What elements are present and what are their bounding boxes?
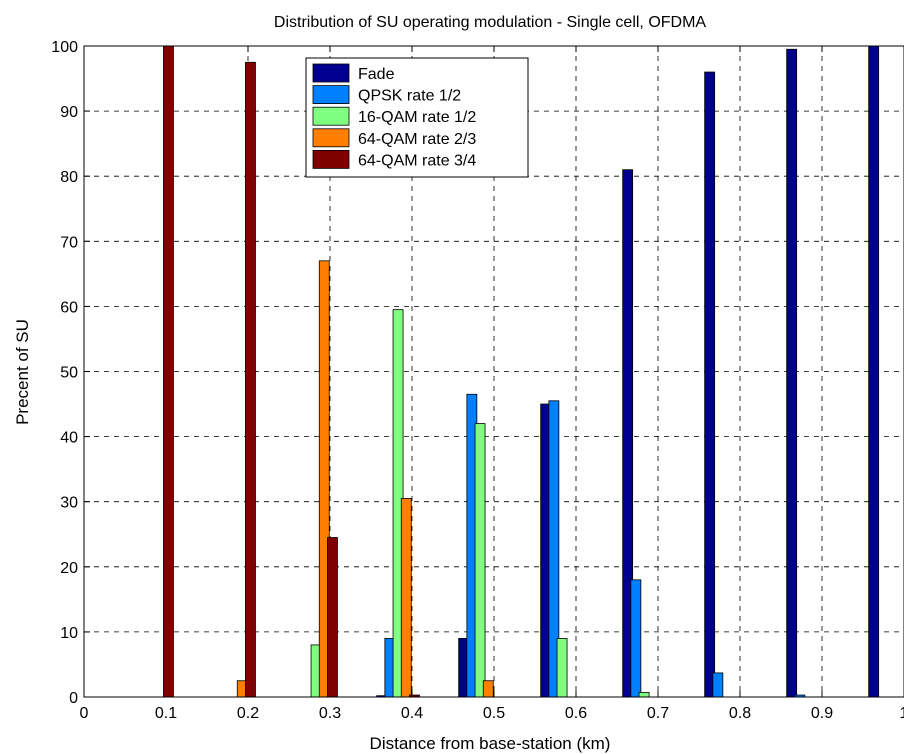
bar-qpsk-rate-1-2 [630, 579, 642, 698]
y-tick-label: 40 [60, 430, 78, 447]
bar-64-qam-rate-2-3 [482, 680, 494, 698]
legend-label: 64-QAM rate 2/3 [358, 131, 476, 148]
x-tick-label: 0.8 [729, 705, 751, 722]
plot-frame [83, 45, 904, 698]
x-tick-label: 0.3 [319, 705, 341, 722]
y-tick-label: 60 [60, 299, 78, 316]
x-tick-label: 0 [80, 705, 89, 722]
y-axis-label: Precent of SU [13, 319, 32, 425]
x-axis-label: Distance from base-station (km) [370, 734, 611, 753]
legend-label: Fade [358, 66, 395, 83]
x-tick-label: 0.9 [811, 705, 833, 722]
y-tick-label: 0 [69, 690, 78, 707]
bar-64-qam-rate-2-3 [400, 498, 412, 698]
y-tick-label: 100 [51, 39, 78, 56]
y-tick-label: 20 [60, 560, 78, 577]
x-tick-label: 0.4 [401, 705, 423, 722]
y-tick-labels: 0 10 20 30 40 50 60 70 80 90 100 [51, 39, 78, 707]
legend-label: QPSK rate 1/2 [358, 88, 461, 105]
x-tick-label: 0.6 [565, 705, 587, 722]
bar-64-qam-rate-3-4 [245, 61, 256, 698]
legend-swatch [312, 85, 350, 104]
y-tick-label: 10 [60, 625, 78, 642]
bar-qpsk-rate-1-2 [712, 672, 724, 698]
x-tick-labels: 0 0.1 0.2 0.3 0.4 0.5 0.6 0.7 0.8 0.9 1 [80, 705, 904, 722]
bar-64-qam-rate-3-4 [327, 537, 338, 698]
x-tick-label: 1 [900, 705, 904, 722]
chart-title: Distribution of SU operating modulation … [274, 14, 707, 31]
bar-16-qam-rate-1-2 [638, 692, 650, 698]
y-tick-label: 80 [60, 169, 78, 186]
bar-fade [704, 71, 716, 698]
bar-fade [868, 45, 880, 698]
bar-16-qam-rate-1-2 [556, 638, 568, 698]
bar-64-qam-rate-3-4 [163, 45, 174, 698]
bar-16-qam-rate-1-2 [474, 423, 486, 698]
y-tick-label: 70 [60, 234, 78, 251]
legend-swatch [312, 106, 350, 126]
bar-fade [786, 48, 798, 698]
legend-label: 16-QAM rate 1/2 [358, 109, 476, 126]
legend-swatch [312, 63, 350, 83]
legend-swatch [312, 128, 350, 148]
bars [163, 45, 880, 698]
x-tick-label: 0.1 [155, 705, 177, 722]
y-tick-label: 90 [60, 104, 78, 121]
x-tick-label: 0.5 [483, 705, 505, 722]
y-tick-label: 30 [60, 495, 78, 512]
x-tick-label: 0.7 [647, 705, 669, 722]
x-tick-label: 0.2 [237, 705, 259, 722]
y-tick-label: 50 [60, 365, 78, 382]
legend-swatch [312, 149, 350, 169]
legend: Fade QPSK rate 1/2 16-QAM rate 1/2 64-QAM r… [305, 57, 529, 178]
legend-label: 64-QAM rate 3/4 [358, 152, 476, 169]
